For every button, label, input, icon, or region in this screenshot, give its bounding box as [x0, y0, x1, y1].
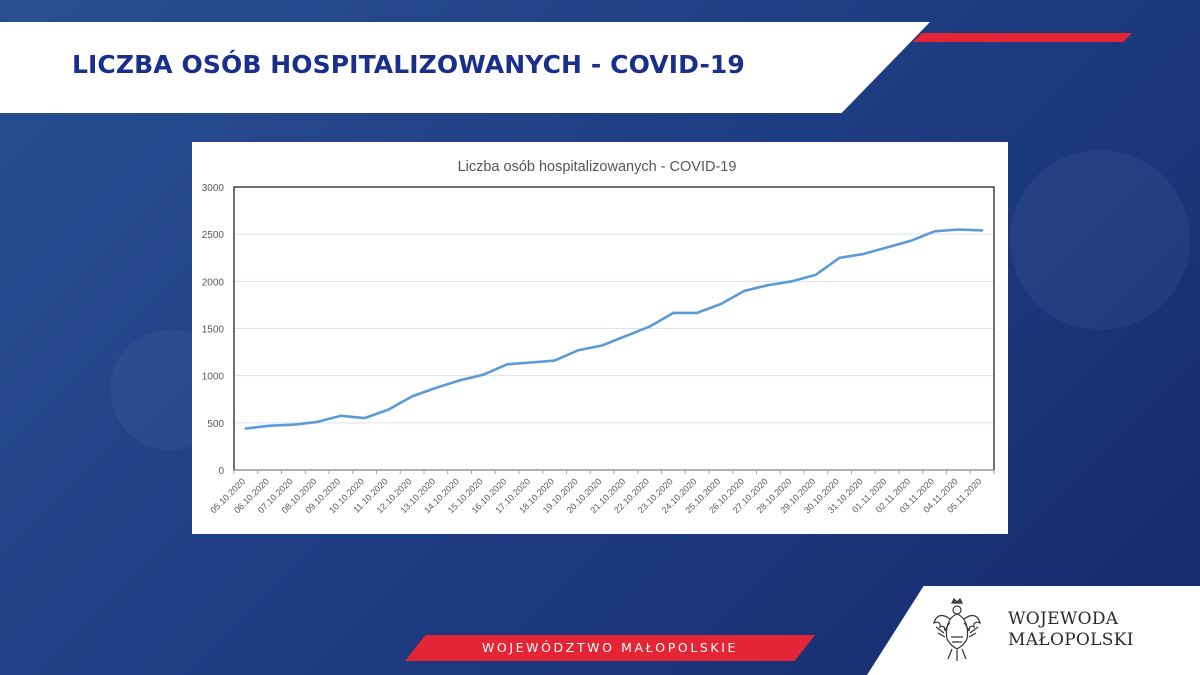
data-point [767, 284, 770, 286]
title-bar [0, 22, 930, 113]
logo-text: WOJEWODA MAŁOPOLSKI [1008, 609, 1134, 651]
y-tick-label: 1000 [202, 372, 225, 383]
y-tick-label: 3000 [202, 183, 225, 194]
data-point [435, 387, 437, 389]
data-point [838, 256, 841, 259]
chart-title: Liczba osób hospitalizowanych - COVID-19 [458, 159, 737, 175]
data-point [862, 253, 865, 255]
line-chart: Liczba osób hospitalizowanych - COVID-19… [202, 159, 995, 515]
footer-label: WOJEWÓDZTWO MAŁOPOLSKIE [481, 640, 739, 655]
data-point [245, 427, 247, 430]
data-point [316, 421, 318, 423]
red-accent-stripe [913, 33, 1132, 42]
data-point [672, 312, 675, 314]
data-point [886, 246, 888, 249]
data-point [696, 312, 698, 314]
data-point [387, 408, 390, 411]
y-tick-label: 500 [207, 419, 224, 430]
data-point [933, 230, 936, 233]
logo-line-1: WOJEWODA [1008, 609, 1119, 629]
data-point [981, 229, 983, 232]
footer-strip [405, 635, 815, 661]
y-tick-label: 2500 [202, 230, 225, 241]
chart-panel: Liczba osób hospitalizowanych - COVID-19… [192, 142, 1008, 534]
data-point [482, 373, 485, 376]
data-point [743, 289, 746, 292]
eagle-icon [933, 597, 981, 661]
data-point [458, 379, 461, 382]
data-point [553, 359, 556, 362]
data-point [363, 417, 366, 419]
background-blob [1010, 150, 1190, 330]
data-point [411, 395, 413, 398]
y-tick-label: 2000 [202, 277, 225, 288]
data-point [720, 303, 722, 305]
data-point [648, 325, 651, 328]
data-point [791, 280, 793, 283]
data-point [910, 239, 912, 242]
data-point [601, 344, 603, 347]
data-point [506, 363, 508, 366]
logo-panel [867, 586, 1200, 675]
series-line [244, 228, 984, 430]
page-title: LICZBA OSÓB HOSPITALIZOWANYCH - COVID-19 [72, 50, 745, 79]
y-tick-label: 0 [218, 466, 224, 477]
data-point [530, 361, 532, 364]
data-point [340, 414, 342, 417]
data-point [292, 423, 295, 426]
data-point [957, 228, 960, 231]
y-tick-label: 1500 [202, 325, 225, 336]
logo-line-2: MAŁOPOLSKI [1008, 630, 1134, 650]
data-point [268, 424, 271, 427]
data-point [577, 349, 580, 351]
data-point [815, 273, 817, 276]
data-point [625, 335, 627, 337]
